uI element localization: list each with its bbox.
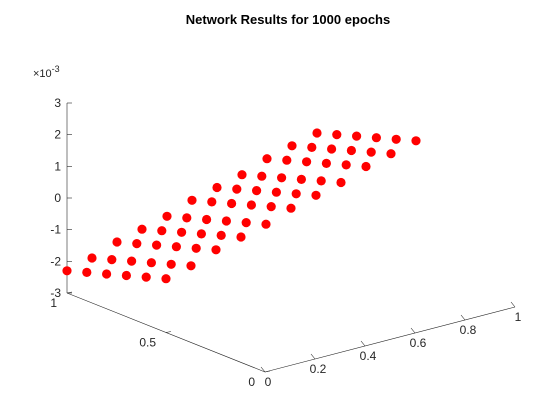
data-point <box>246 200 256 210</box>
data-point <box>232 184 242 194</box>
data-point <box>202 214 212 225</box>
data-point <box>186 261 196 271</box>
data-point <box>212 182 222 193</box>
x-tick-mark <box>410 327 416 334</box>
data-point <box>137 224 147 234</box>
data-point <box>221 216 231 226</box>
x-tick-mark <box>310 353 316 360</box>
data-point <box>146 258 156 268</box>
data-point <box>257 171 267 181</box>
points-group <box>62 128 421 284</box>
data-point <box>62 266 72 276</box>
z-exponent-power: -3 <box>52 64 60 74</box>
data-point <box>411 136 421 146</box>
data-point <box>287 141 297 151</box>
data-point <box>361 161 371 172</box>
data-point <box>161 274 171 284</box>
data-point <box>227 198 237 209</box>
z-tick-label: -2 <box>50 254 61 268</box>
z-exponent-label: ×10-3 <box>33 64 60 80</box>
y-tick-label: 0.5 <box>139 336 156 350</box>
x-tick-label: 0 <box>265 375 272 389</box>
data-point <box>332 130 342 140</box>
data-point <box>282 155 292 165</box>
y-tick-label: 1 <box>50 296 57 310</box>
x-tick-mark <box>510 301 516 308</box>
data-point <box>386 149 396 159</box>
z-tick-label: 0 <box>54 191 61 205</box>
z-tick-label: 1 <box>54 159 61 173</box>
data-point <box>171 242 181 252</box>
data-point <box>132 239 142 249</box>
x-tick-label: 0.2 <box>310 362 327 376</box>
data-point <box>312 128 322 138</box>
data-point <box>241 218 251 228</box>
data-point <box>271 187 281 197</box>
x-tick-mark <box>260 366 266 373</box>
data-point <box>316 176 326 186</box>
data-point <box>216 230 226 240</box>
data-point <box>102 269 112 279</box>
z-tick-label: -3 <box>50 286 61 300</box>
data-point <box>157 226 167 236</box>
data-point <box>236 232 246 242</box>
data-point <box>391 134 401 144</box>
data-point <box>196 229 206 239</box>
data-point <box>207 197 217 207</box>
data-point <box>87 253 97 263</box>
data-point <box>121 270 131 281</box>
data-point <box>296 174 306 184</box>
data-point <box>262 154 272 164</box>
data-point <box>107 255 117 265</box>
data-point <box>152 240 162 250</box>
data-point <box>127 256 137 266</box>
data-point <box>211 245 221 255</box>
z-exponent-base: ×10 <box>33 68 52 80</box>
y-tick-label: 0 <box>248 375 255 389</box>
data-point <box>82 267 92 277</box>
x-tick-mark <box>460 314 466 321</box>
data-point <box>252 186 262 196</box>
data-point <box>321 158 331 168</box>
x-tick-label: 0.6 <box>410 336 427 350</box>
data-point <box>191 243 201 253</box>
x-tick-label: 1 <box>515 310 522 324</box>
x-axis-line <box>264 306 516 373</box>
data-point <box>341 160 351 170</box>
x-tick-label: 0.4 <box>360 349 377 363</box>
z-tick-label: 3 <box>54 96 61 110</box>
data-point <box>286 203 296 213</box>
data-point <box>366 147 376 157</box>
y-tick-mark <box>264 370 271 373</box>
data-point <box>327 144 337 154</box>
data-point <box>237 170 247 180</box>
data-point <box>277 173 287 183</box>
data-point <box>266 202 276 212</box>
data-point <box>371 133 381 143</box>
data-point <box>311 190 321 200</box>
data-point <box>291 189 301 199</box>
y-tick-mark <box>165 331 172 333</box>
data-point <box>302 157 312 167</box>
data-point <box>177 227 187 237</box>
data-point <box>346 145 356 156</box>
data-point <box>307 142 317 152</box>
data-point <box>182 213 192 223</box>
x-tick-label: 0.8 <box>460 323 477 337</box>
chart-title: Network Results for 1000 epochs <box>186 12 390 27</box>
z-tick-label: 2 <box>54 128 61 142</box>
z-tick-label: -1 <box>50 223 61 237</box>
data-point <box>162 211 172 221</box>
data-point <box>352 131 362 141</box>
data-point <box>187 195 197 205</box>
data-point <box>112 237 122 247</box>
data-point <box>336 177 346 188</box>
data-point <box>166 259 176 269</box>
data-point <box>261 219 271 229</box>
data-point <box>141 272 151 282</box>
x-tick-mark <box>360 340 366 347</box>
